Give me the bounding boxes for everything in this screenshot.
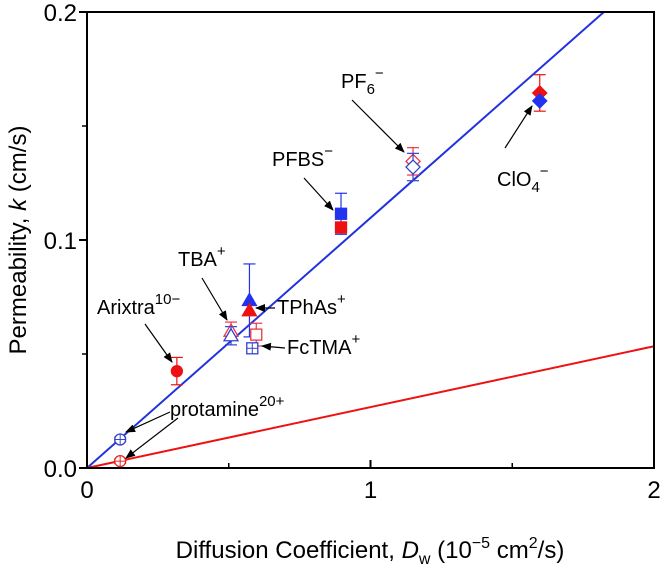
data-point bbox=[334, 192, 348, 235]
diamond-marker bbox=[531, 93, 548, 109]
annotation-arrow bbox=[261, 342, 286, 351]
annotation-superscript: + bbox=[337, 291, 346, 308]
y-axis-title-var: k bbox=[5, 197, 32, 211]
annotation-text: FcTMA bbox=[287, 337, 352, 359]
annotation-label: TPhAs+ bbox=[277, 291, 346, 319]
annotation-arrow bbox=[125, 417, 179, 459]
annotation-text: TBA bbox=[178, 249, 218, 271]
annotation-text: PFBS bbox=[272, 149, 324, 171]
y-tick-label: 0.0 bbox=[44, 456, 77, 483]
x-tick-label: 1 bbox=[364, 477, 377, 504]
annotation-label: protamine20+ bbox=[170, 393, 285, 421]
annotation-label: FcTMA+ bbox=[287, 331, 360, 359]
annotation-superscript: 20+ bbox=[259, 393, 285, 410]
y-tick-label: 0.2 bbox=[44, 0, 77, 27]
data-point bbox=[246, 342, 259, 355]
diamond-marker bbox=[405, 159, 421, 175]
data-point bbox=[241, 263, 258, 338]
x-axis-title: Diffusion Coefficient, Dw (10−5 cm2/s) bbox=[176, 535, 565, 568]
annotation-arrow bbox=[504, 105, 533, 149]
annotation-text: protamine bbox=[170, 399, 259, 421]
x-axis-title-sub: w bbox=[418, 551, 431, 568]
annotation-label: ClO4− bbox=[497, 163, 549, 196]
square-marker bbox=[334, 221, 348, 234]
data-point bbox=[241, 302, 258, 317]
square-marker bbox=[250, 328, 263, 341]
annotations: PF6−PFBS−ClO4−TBA+Arixtra10− TPhAs+FcTMA+… bbox=[97, 65, 549, 459]
square-marker bbox=[334, 207, 348, 220]
x-axis-title-main: Diffusion Coefficient, bbox=[176, 537, 402, 564]
annotation-text: Arixtra bbox=[97, 297, 156, 319]
red-fit-line bbox=[86, 345, 655, 469]
data-point bbox=[531, 93, 548, 109]
axes: 0 1 2 0.0 0.1 0.2 bbox=[44, 0, 661, 504]
triangle-marker bbox=[241, 302, 258, 317]
annotation-label: PFBS− bbox=[272, 143, 333, 171]
x-tick-label: 0 bbox=[80, 477, 93, 504]
annotation-label: PF6− bbox=[341, 65, 384, 98]
annotation-text: TPhAs bbox=[277, 297, 337, 319]
annotation-superscript: − bbox=[540, 163, 549, 180]
annotation-arrow bbox=[351, 99, 405, 153]
data-point bbox=[405, 152, 421, 182]
x-axis-title-var: D bbox=[402, 537, 419, 564]
x-tick-label: 2 bbox=[647, 477, 660, 504]
annotation-arrow bbox=[125, 411, 171, 433]
annotation-arrow bbox=[201, 277, 228, 321]
x-axis-title-unit-mid: cm bbox=[490, 537, 529, 564]
data-point bbox=[114, 433, 127, 446]
annotation-superscript: − bbox=[375, 65, 384, 82]
annotation-text: ClO bbox=[497, 169, 531, 191]
data-point bbox=[170, 356, 184, 386]
x-axis-title-unit-close: /s) bbox=[538, 537, 565, 564]
y-axis-title-main: Permeability, bbox=[5, 211, 32, 355]
y-axis-title-unit: (cm/s) bbox=[5, 126, 32, 199]
fit-lines bbox=[86, 11, 655, 469]
annotation-superscript: − bbox=[324, 143, 333, 160]
x-axis-title-unit-open: (10 bbox=[430, 537, 471, 564]
x-axis-title-exp2: 2 bbox=[529, 535, 538, 552]
y-tick-label: 0.1 bbox=[44, 228, 77, 255]
data-point bbox=[222, 326, 240, 346]
annotation-superscript: + bbox=[217, 243, 226, 260]
data-point bbox=[114, 455, 127, 468]
triangle-marker bbox=[222, 327, 240, 342]
annotation-subscript: 6 bbox=[367, 81, 375, 98]
blue-fit-line bbox=[86, 11, 605, 469]
annotation-arrow bbox=[303, 177, 334, 211]
annotation-arrow bbox=[144, 323, 173, 363]
annotation-superscript: 10− bbox=[155, 291, 181, 308]
x-axis-title-exp: −5 bbox=[472, 535, 490, 552]
data-points bbox=[114, 74, 548, 468]
annotation-label: Arixtra10− bbox=[97, 291, 180, 319]
annotation-label: TBA+ bbox=[178, 243, 226, 271]
annotation-text: PF bbox=[341, 71, 367, 93]
annotation-subscript: 4 bbox=[531, 179, 539, 196]
data-point bbox=[334, 221, 348, 234]
annotation-superscript: + bbox=[351, 331, 360, 348]
circle-marker bbox=[170, 364, 184, 378]
y-axis-title: Permeability, k (cm/s) bbox=[5, 126, 32, 355]
